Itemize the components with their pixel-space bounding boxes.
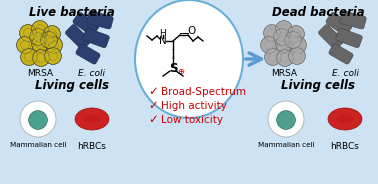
Text: O: O [187,26,195,36]
Circle shape [20,49,37,65]
Text: Broad-Spectrum: Broad-Spectrum [161,87,246,97]
FancyBboxPatch shape [336,28,363,48]
Text: ✓: ✓ [148,100,158,112]
Circle shape [263,25,280,41]
Circle shape [277,111,295,129]
Circle shape [265,41,273,49]
Circle shape [294,41,302,49]
Circle shape [33,50,50,66]
Text: ✓: ✓ [148,114,158,127]
FancyBboxPatch shape [65,24,91,49]
Circle shape [276,36,293,52]
Text: Living cells: Living cells [281,79,355,92]
Circle shape [45,36,53,44]
Circle shape [280,54,290,62]
FancyBboxPatch shape [318,24,344,49]
Circle shape [288,48,305,64]
Circle shape [274,29,290,45]
Circle shape [45,48,61,64]
Circle shape [48,30,56,38]
Circle shape [32,21,48,37]
Text: hRBCs: hRBCs [331,142,359,151]
Circle shape [277,50,293,66]
Circle shape [37,54,45,62]
Circle shape [290,37,307,53]
Text: Low toxicity: Low toxicity [161,115,223,125]
Text: N: N [159,36,167,46]
Circle shape [32,36,48,52]
Circle shape [36,40,44,48]
Text: S: S [169,61,177,75]
Circle shape [50,41,58,49]
Circle shape [20,101,56,137]
FancyArrowPatch shape [246,53,261,65]
Text: E. coli: E. coli [332,69,358,78]
Circle shape [288,26,304,42]
Circle shape [36,25,44,33]
FancyBboxPatch shape [326,12,352,36]
Text: H: H [160,29,166,38]
Circle shape [276,21,293,37]
Circle shape [265,49,281,65]
Text: E. coli: E. coli [79,69,105,78]
Circle shape [29,111,47,129]
Ellipse shape [83,115,101,123]
Text: ⊕: ⊕ [178,68,184,77]
Circle shape [269,53,277,61]
Text: High activity: High activity [161,101,227,111]
Text: Mammalian cell: Mammalian cell [258,142,314,148]
FancyBboxPatch shape [73,12,99,36]
Circle shape [34,33,42,41]
Circle shape [291,30,301,38]
Circle shape [268,101,304,137]
Text: ✓: ✓ [148,86,158,98]
FancyBboxPatch shape [340,11,366,29]
FancyBboxPatch shape [329,44,353,64]
Circle shape [280,40,288,48]
Circle shape [46,37,62,53]
Circle shape [260,37,277,53]
Circle shape [280,25,288,33]
Ellipse shape [336,115,354,123]
Circle shape [20,41,29,49]
Ellipse shape [135,0,243,118]
Circle shape [268,29,276,37]
FancyBboxPatch shape [87,11,113,29]
Circle shape [25,53,33,61]
FancyBboxPatch shape [83,28,109,48]
Circle shape [277,33,287,41]
Text: Live bacteria: Live bacteria [29,6,115,19]
Circle shape [288,36,297,44]
Text: MRSA: MRSA [271,69,297,78]
Circle shape [20,25,36,41]
FancyBboxPatch shape [76,44,100,64]
Circle shape [17,37,33,53]
Ellipse shape [328,108,362,130]
Circle shape [23,29,33,37]
Circle shape [43,26,60,42]
Circle shape [29,29,46,45]
Ellipse shape [75,108,109,130]
Circle shape [40,32,57,48]
Text: hRBCs: hRBCs [77,142,107,151]
Circle shape [49,52,57,60]
Text: MRSA: MRSA [27,69,53,78]
Text: Dead bacteria: Dead bacteria [272,6,364,19]
Circle shape [293,52,301,60]
Circle shape [285,32,301,48]
Text: Living cells: Living cells [35,79,109,92]
Text: Mammalian cell: Mammalian cell [10,142,66,148]
